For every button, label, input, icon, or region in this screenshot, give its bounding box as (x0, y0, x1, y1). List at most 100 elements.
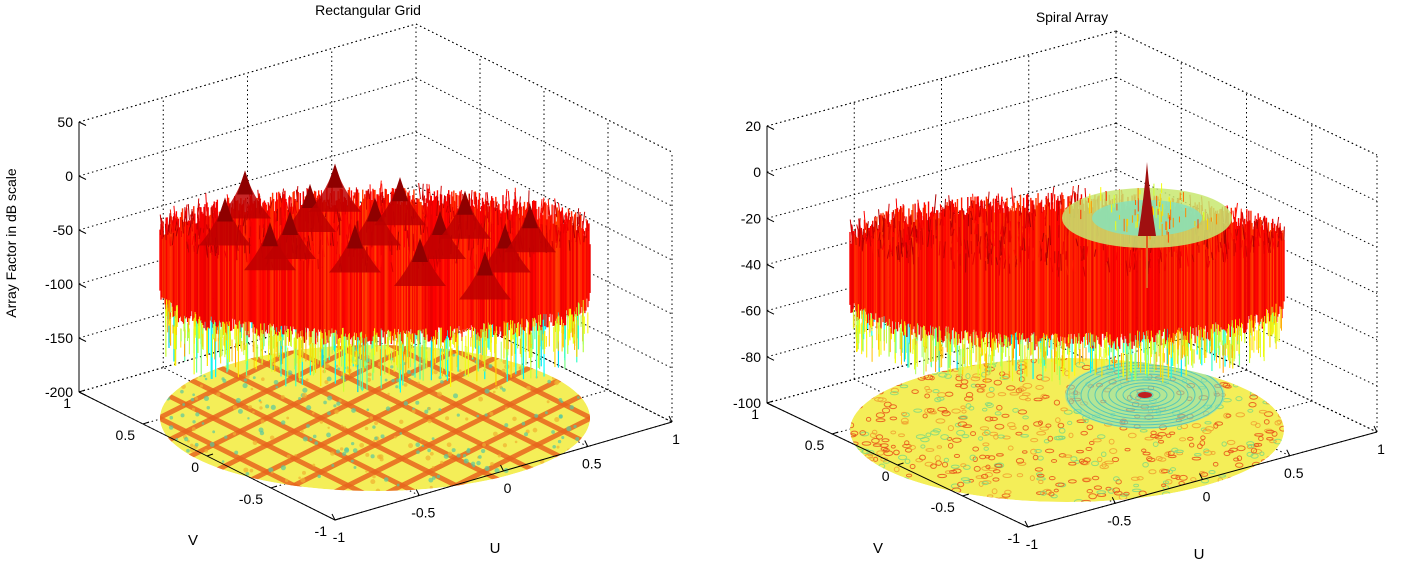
floor-speck (940, 434, 950, 440)
v-tick-label: 0 (882, 468, 890, 484)
floor-speck (1015, 458, 1025, 464)
floor-speck (1265, 429, 1275, 434)
floor-ring (1115, 382, 1175, 408)
floor-ring (1080, 367, 1210, 423)
floor-speck (1174, 449, 1184, 454)
surface-ripple (181, 219, 184, 234)
floor-speck (280, 465, 286, 471)
surface-ripple (196, 198, 200, 219)
floor-speck (1063, 409, 1073, 415)
floor-speck (1040, 490, 1047, 496)
floor-speck (1166, 433, 1172, 438)
surface-ripple (183, 210, 186, 227)
floor-speck (925, 432, 932, 438)
floor-speck (1223, 490, 1230, 495)
floor-disk (850, 358, 1284, 502)
chart-title: Rectangular Grid (315, 2, 421, 18)
z-tick-label: -100 (733, 395, 761, 411)
surface-ripple (1038, 239, 1042, 258)
surface-ripple (549, 229, 553, 248)
floor-speck (1130, 476, 1140, 481)
floor-speck (851, 405, 861, 411)
surface-ripple (187, 244, 190, 253)
surface-ripple (957, 249, 960, 257)
surface-ripple (1252, 236, 1255, 248)
floor-speck (890, 444, 896, 449)
floor-speck (895, 358, 901, 362)
surface-ripple (995, 257, 998, 265)
floor-speck (250, 356, 254, 360)
floor-speck (204, 449, 209, 453)
surface-ripple (985, 211, 988, 226)
v-tick (766, 400, 774, 404)
floor-speck (1223, 412, 1231, 419)
floor-speck (889, 416, 898, 421)
surface-ripple (1279, 230, 1283, 241)
floor-speck (992, 497, 1002, 502)
surface-ripple (486, 192, 489, 206)
v-tick-label: -1 (315, 523, 328, 539)
floor-speck (1266, 436, 1274, 441)
floor-speck (854, 397, 860, 403)
surface-ripple (443, 195, 446, 209)
surface-ripple (910, 227, 914, 237)
floor-speck (247, 417, 250, 420)
floor-speck (921, 489, 929, 493)
floor-speck (566, 426, 572, 432)
floor-speck (1124, 447, 1131, 452)
surface-ripple (326, 231, 329, 246)
surface-ripple (987, 191, 990, 207)
surface-ripple (897, 242, 901, 262)
floor-speck (1036, 430, 1047, 436)
floor-speck (850, 458, 859, 464)
x-axis-label: U (1194, 546, 1205, 563)
floor-speck (294, 453, 297, 457)
surface-ripple (933, 194, 937, 214)
floor-speck (875, 418, 886, 423)
v-tick-label: -0.5 (931, 499, 955, 515)
surface-ripple (998, 257, 1001, 276)
surface-ripple (173, 205, 176, 225)
floor-speck (1088, 440, 1095, 446)
surface-ripple (889, 222, 891, 237)
floor-speck (960, 463, 967, 468)
z-tick-label: -40 (741, 257, 761, 273)
floor-speck (556, 445, 560, 449)
surface-ripple (901, 237, 904, 248)
floor-band (275, 345, 590, 491)
floor-speck (1053, 488, 1059, 493)
floor-speck (1133, 483, 1140, 488)
floor-speck (1269, 439, 1277, 444)
surface-ripple (1080, 248, 1084, 261)
floor-speck (1060, 407, 1068, 412)
floor-speck (1067, 420, 1073, 426)
floor-speck (1033, 397, 1043, 402)
surface-ripple (907, 226, 910, 246)
floor-speck (1057, 422, 1065, 429)
surface-ripple (1276, 216, 1280, 234)
floor-speck (1258, 409, 1268, 414)
surface-ripple (1013, 249, 1017, 262)
floor-speck (546, 364, 551, 369)
floor-speck (1248, 402, 1257, 408)
surface-ripple (963, 239, 967, 250)
floor-speck (1272, 459, 1281, 464)
surface-ripple (378, 180, 382, 201)
floor-speck (317, 474, 321, 479)
floor-speck (305, 378, 309, 382)
surface-ripple (215, 245, 219, 253)
floor-speck (922, 413, 928, 419)
surface-ripple (452, 210, 455, 218)
floor-speck (1024, 397, 1032, 402)
floor-speck (912, 497, 923, 502)
surface-ripple (1062, 241, 1064, 255)
floor-speck (897, 488, 908, 494)
floor-speck (436, 474, 441, 479)
floor-speck (191, 407, 196, 412)
surface-ripple (878, 232, 881, 241)
floor-speck (1208, 469, 1216, 475)
floor-speck (867, 477, 876, 484)
surface-ripple (970, 201, 974, 209)
floor-speck (1232, 377, 1240, 383)
z-grid-line (415, 131, 673, 261)
